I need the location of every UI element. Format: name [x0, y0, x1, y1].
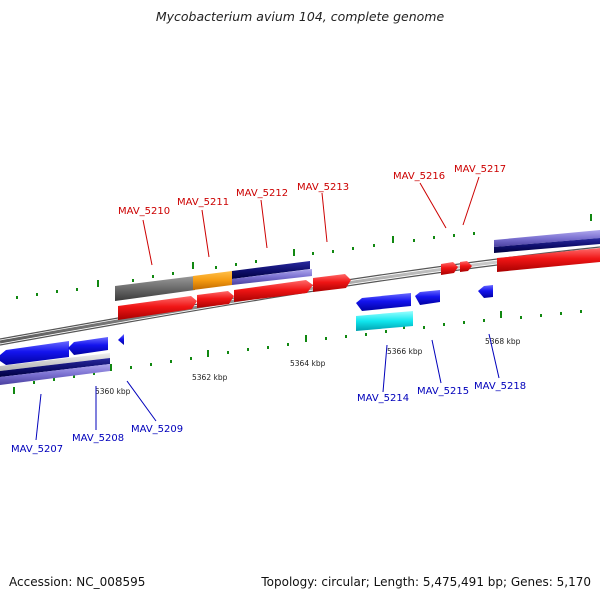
gene-label: MAV_5214: [357, 393, 409, 404]
forward-scale-ticks: [16, 214, 592, 299]
gene-MAV_5208: [68, 337, 108, 355]
genome-summary-text: Topology: circular; Length: 5,475,491 bp…: [261, 575, 591, 589]
gene-MAV_5217: [460, 261, 472, 272]
gene-forward-right-edge: [497, 248, 600, 272]
gene-MAV_5218: [478, 285, 493, 298]
gene-label: MAV_5211: [177, 197, 229, 208]
gene-MAV_5212: [234, 280, 313, 302]
gene-MAV_5213: [313, 274, 351, 292]
gene-MAV_5211: [197, 291, 234, 308]
reverse-scale-ticks: [13, 310, 582, 394]
map-title: Mycobacterium avium 104, complete genome: [155, 9, 445, 24]
scale-label: 5366 kbp: [387, 347, 423, 356]
gene-labels: MAV_5210 MAV_5211 MAV_5212 MAV_5213 MAV_…: [11, 164, 526, 455]
gene-label: MAV_5213: [297, 182, 349, 193]
right-annotation-band: [494, 230, 600, 253]
scale-label: 5364 kbp: [290, 359, 326, 368]
scale-labels: 5360 kbp 5362 kbp 5364 kbp 5366 kbp 5368…: [95, 337, 521, 396]
gene-MAV_5207: [0, 341, 69, 365]
gene-label: MAV_5209: [131, 424, 183, 435]
gene-label: MAV_5217: [454, 164, 506, 175]
label-leaders: [35, 176, 500, 441]
reverse-genes: [0, 285, 493, 365]
gene-cyan-block: [356, 311, 413, 331]
gene-label: MAV_5216: [393, 171, 445, 182]
gene-label: MAV_5215: [417, 386, 469, 397]
gene-label: MAV_5212: [236, 188, 288, 199]
scale-label: 5362 kbp: [192, 373, 228, 382]
gene-MAV_5214: [356, 293, 411, 311]
forward-genes: [118, 248, 600, 320]
gene-MAV_5216: [441, 262, 458, 275]
gene-label: MAV_5218: [474, 381, 526, 392]
gene-label: MAV_5210: [118, 206, 170, 217]
gene-MAV_5215: [415, 290, 440, 305]
reverse-annotation-band: [0, 311, 413, 385]
gene-MAV_5210: [118, 296, 197, 320]
scale-label: 5360 kbp: [95, 387, 131, 396]
forward-annotation-band: [115, 261, 312, 301]
gene-label: MAV_5207: [11, 444, 63, 455]
gene-MAV_5209: [118, 334, 124, 345]
gene-label: MAV_5208: [72, 433, 124, 444]
scale-label: 5368 kbp: [485, 337, 521, 346]
accession-text: Accession: NC_008595: [9, 575, 146, 589]
